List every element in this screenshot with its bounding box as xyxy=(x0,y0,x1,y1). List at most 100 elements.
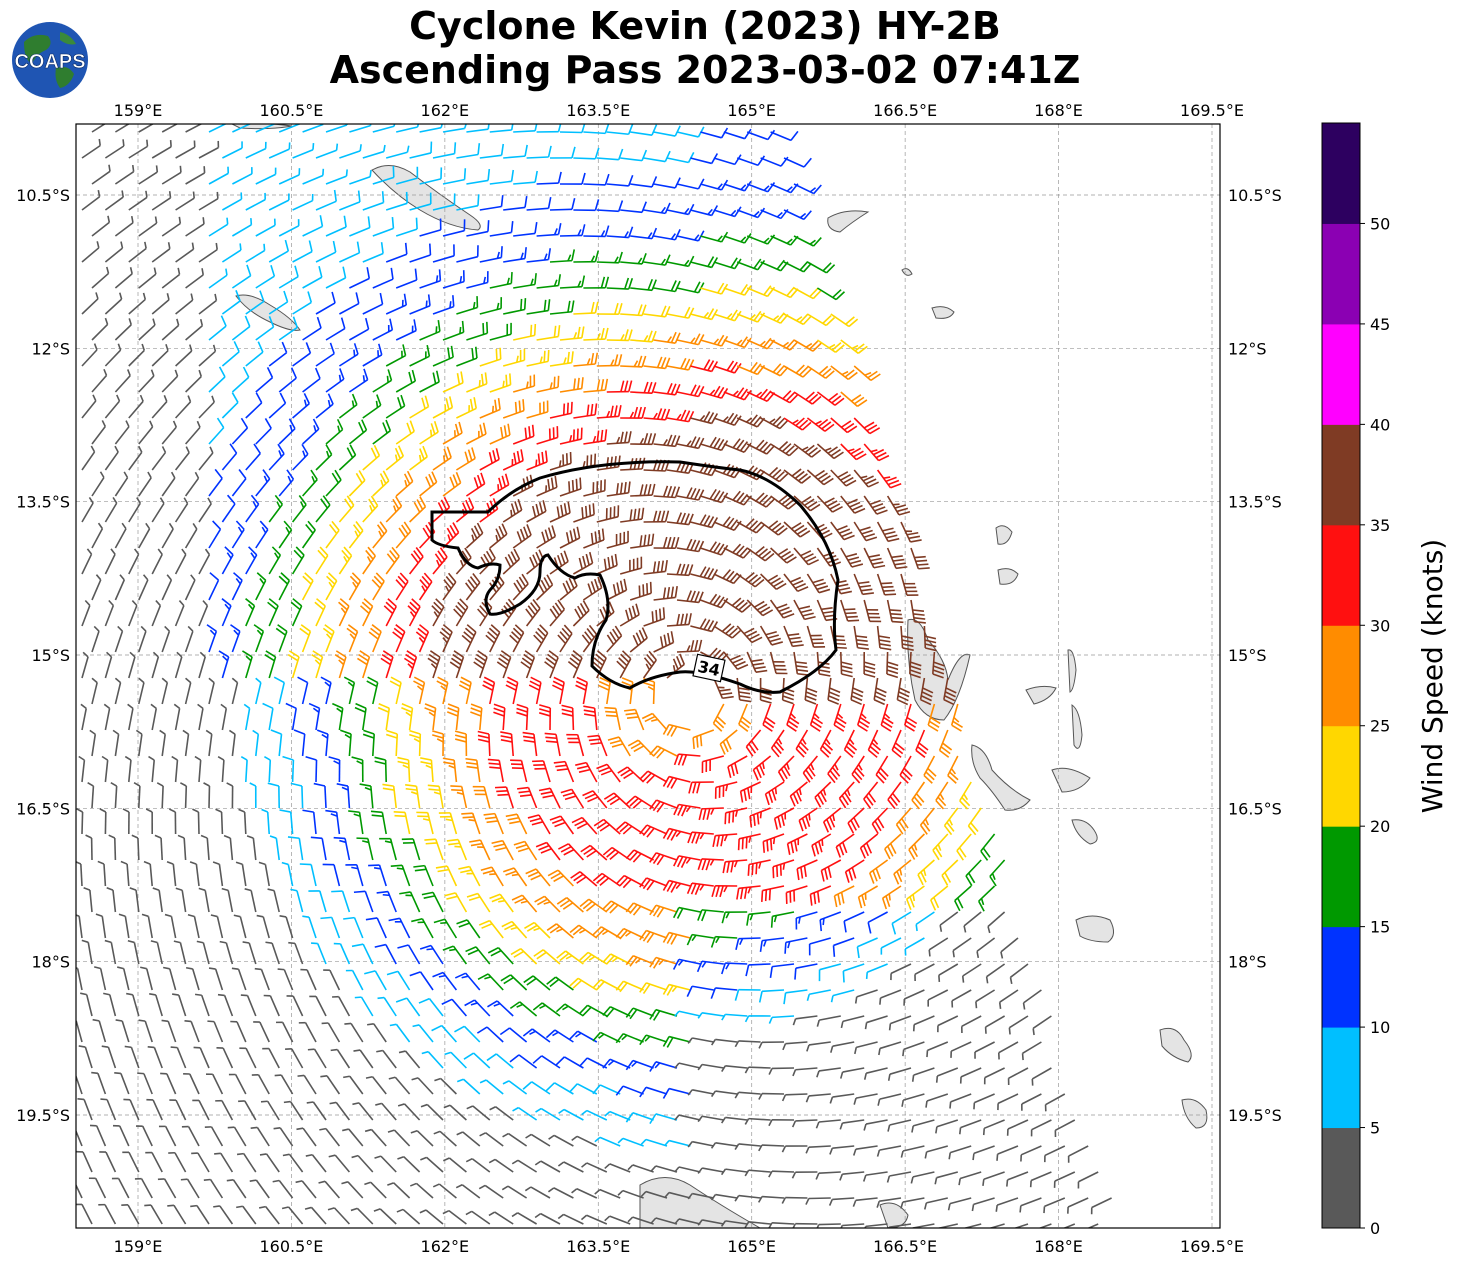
wind-barb xyxy=(333,942,351,965)
wind-barb xyxy=(207,1020,224,1043)
wind-barb xyxy=(331,890,351,913)
wind-barb xyxy=(302,168,325,185)
wind-barb xyxy=(850,677,864,706)
contour-34kt: 34 xyxy=(430,460,840,694)
wind-barb xyxy=(806,365,835,379)
wind-barb xyxy=(348,419,368,445)
wind-barb xyxy=(927,989,949,1007)
colorbar-tick-label: 35 xyxy=(1370,516,1390,535)
wind-barb xyxy=(580,1214,608,1225)
wind-barb xyxy=(255,469,271,497)
wind-barb xyxy=(736,885,761,900)
wind-barb xyxy=(616,821,645,835)
wind-barb xyxy=(343,676,356,705)
wind-barb xyxy=(466,892,491,913)
wind-barb xyxy=(840,495,866,514)
wind-barb xyxy=(900,1145,925,1158)
wind-barb xyxy=(936,1223,958,1228)
wind-barb xyxy=(409,1182,434,1199)
wind-barb xyxy=(114,318,133,341)
colorbar-tick-label: 30 xyxy=(1370,616,1390,635)
wind-barb xyxy=(747,859,771,876)
wind-barb xyxy=(535,1107,561,1121)
wind-barb xyxy=(640,1190,668,1199)
wind-barb xyxy=(653,125,681,137)
wind-barb xyxy=(639,770,668,784)
wind-barb xyxy=(255,316,275,341)
colorbar-tick-label: 5 xyxy=(1370,1119,1380,1138)
grid-lines xyxy=(76,124,1220,1228)
wind-barb xyxy=(713,154,742,166)
wind-barb xyxy=(522,1028,551,1043)
wind-barb xyxy=(928,937,949,957)
wind-barb xyxy=(510,947,538,965)
wind-barb xyxy=(630,433,657,446)
wind-barb xyxy=(479,448,500,471)
wind-barb xyxy=(395,997,421,1017)
wind-barb xyxy=(221,290,241,315)
wind-barb xyxy=(268,341,288,367)
wind-barb xyxy=(273,676,286,705)
wind-barb xyxy=(520,650,536,679)
wind-barb xyxy=(292,240,313,263)
wind-barb xyxy=(943,677,957,706)
wind-barb xyxy=(489,169,515,185)
wind-barb xyxy=(267,598,279,627)
wind-barb xyxy=(620,253,647,265)
wind-barb xyxy=(641,712,668,731)
wind-barb xyxy=(184,574,196,601)
wind-barb xyxy=(513,222,538,237)
wind-barb xyxy=(348,521,364,549)
wind-barb xyxy=(343,1075,364,1095)
wind-barb xyxy=(302,915,317,939)
wind-barb xyxy=(1054,1119,1076,1138)
wind-barb xyxy=(523,975,551,991)
wind-barb xyxy=(696,960,724,973)
wind-barb xyxy=(666,613,692,627)
wind-barb xyxy=(603,792,631,809)
wind-barb xyxy=(138,420,154,445)
wind-barb xyxy=(972,1145,995,1161)
wind-barb xyxy=(583,479,606,497)
land-mass xyxy=(971,744,1031,811)
wind-barb xyxy=(532,1002,561,1017)
wind-barb xyxy=(395,572,409,601)
wind-barb xyxy=(746,234,776,245)
wind-barb xyxy=(768,1015,795,1024)
wind-barb xyxy=(791,1171,818,1179)
wind-barb xyxy=(853,469,879,488)
wind-barb xyxy=(891,911,912,935)
wind-barb xyxy=(193,1046,210,1069)
wind-barb xyxy=(736,207,766,219)
wind-barb xyxy=(309,995,327,1017)
wind-barb xyxy=(255,572,267,601)
wind-barb xyxy=(325,520,340,549)
wind-barb xyxy=(875,755,889,784)
wind-barb xyxy=(643,560,668,575)
wind-barb xyxy=(450,785,468,809)
wind-barb xyxy=(138,1019,153,1043)
wind-barb xyxy=(372,165,395,185)
wind-barb xyxy=(174,651,183,679)
wind-barb xyxy=(582,790,608,809)
wind-barb xyxy=(114,677,122,705)
lon-tick-label-top: 159°E xyxy=(114,101,163,120)
wind-barb xyxy=(180,782,188,809)
wind-barb xyxy=(320,916,341,939)
wind-barb xyxy=(342,1128,364,1147)
wind-barb xyxy=(395,521,412,549)
wind-barb xyxy=(385,344,407,367)
wind-barb xyxy=(700,282,729,295)
wind-barb xyxy=(976,937,996,959)
wind-barb xyxy=(395,166,419,185)
wind-barb xyxy=(686,882,714,896)
wind-barb xyxy=(302,215,324,237)
wind-barb xyxy=(947,1197,972,1211)
wind-barb xyxy=(561,704,575,731)
wind-barb xyxy=(534,1212,561,1225)
wind-barb xyxy=(639,877,668,891)
wind-barb xyxy=(534,895,561,913)
wind-barb xyxy=(318,1180,341,1199)
wind-barb xyxy=(876,573,897,596)
wind-barb xyxy=(840,651,853,678)
